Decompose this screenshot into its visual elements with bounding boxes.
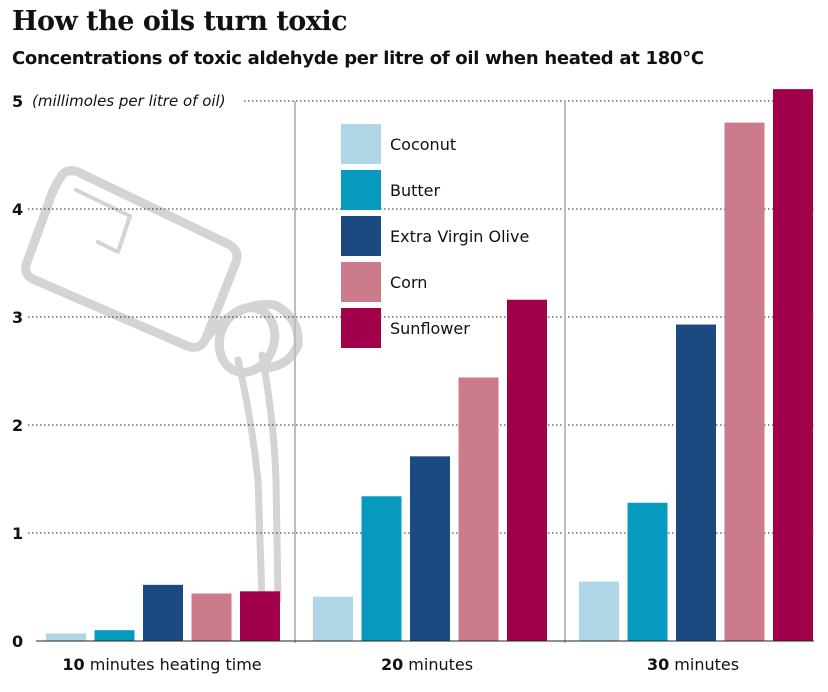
chart-title: How the oils turn toxic: [12, 6, 348, 37]
bar-coconut: [579, 581, 619, 641]
y-tick-label: 0: [12, 632, 23, 651]
bar-butter: [94, 630, 135, 641]
x-category-label: 10 minutes heating time: [62, 655, 261, 674]
bar-sunflower: [240, 591, 280, 641]
oil-jug-pouring-icon: [21, 166, 303, 604]
bar-sunflower: [773, 89, 813, 642]
bar-corn: [458, 377, 499, 641]
y-tick-label: 3: [12, 308, 23, 327]
legend-label: Butter: [390, 181, 441, 200]
legend-swatch: [341, 170, 381, 210]
bar-extra-virgin-olive: [143, 584, 183, 641]
bar-coconut: [313, 596, 353, 641]
y-tick-label: 1: [12, 524, 23, 543]
legend-swatch: [341, 124, 381, 164]
legend-label: Extra Virgin Olive: [390, 227, 529, 246]
x-category-label: 20 minutes: [381, 655, 473, 674]
y-tick-label: 5: [12, 92, 23, 111]
bar-butter: [627, 502, 668, 641]
chart-subtitle: Concentrations of toxic aldehyde per lit…: [12, 48, 704, 69]
bar-corn: [724, 122, 765, 642]
bars: [36, 89, 814, 642]
y-tick-label: 2: [12, 416, 23, 435]
legend-label: Sunflower: [390, 319, 470, 338]
group-separators: [294, 101, 566, 643]
bar-extra-virgin-olive: [410, 456, 450, 641]
x-category-label: 30 minutes: [647, 655, 739, 674]
legend-swatch: [341, 216, 381, 256]
x-axis: 10 minutes heating time 20 minutes 30 minu…: [62, 655, 739, 674]
y-axis: 0 1 2 3 4 5: [12, 92, 23, 651]
legend-label: Coconut: [390, 135, 456, 154]
y-axis-unit-label: (millimoles per litre of oil): [32, 92, 226, 110]
bar-corn: [191, 593, 232, 641]
bar-extra-virgin-olive: [676, 324, 716, 641]
y-tick-label: 4: [12, 200, 23, 219]
legend-label: Corn: [390, 273, 427, 292]
bar-sunflower: [507, 299, 547, 641]
legend-swatch: [341, 308, 381, 348]
bar-butter: [361, 496, 402, 641]
legend-swatch: [341, 262, 381, 302]
legend: Coconut Butter Extra Virgin Olive Corn Sunfl…: [341, 124, 529, 348]
bar-coconut: [46, 633, 86, 641]
